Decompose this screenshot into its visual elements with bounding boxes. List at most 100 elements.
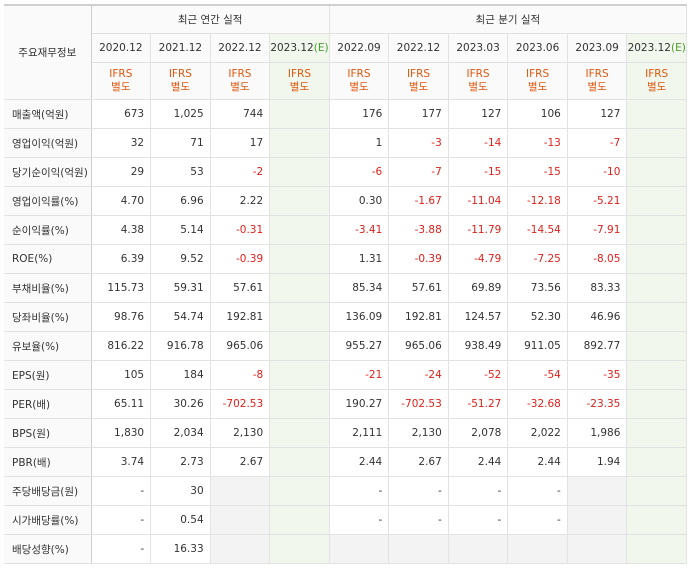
ifrs-bottom-text: 별도 — [230, 81, 250, 93]
ifrs-top-text: IFRS — [585, 68, 609, 80]
table-cell — [567, 505, 628, 535]
table-cell: 2,022 — [507, 418, 568, 448]
table-cell: -15 — [448, 157, 509, 187]
table-cell — [269, 331, 330, 361]
table-cell: 54.74 — [150, 302, 211, 332]
table-cell: 892.77 — [567, 331, 628, 361]
table-cell: - — [91, 476, 152, 506]
table-cell — [626, 418, 687, 448]
ifrs-label: IFRS 별도 — [388, 62, 449, 100]
table-row: PER(배) 65.11 30.26 -702.53 190.27 -702.53 -51.… — [4, 389, 687, 419]
table-cell — [626, 244, 687, 274]
table-cell — [269, 534, 330, 564]
table-cell — [626, 302, 687, 332]
table-cell — [269, 99, 330, 129]
table-cell: 916.78 — [150, 331, 211, 361]
table-row: EPS(원) 105 184 -8 -21 -24 -52 -54 -35 — [4, 360, 687, 390]
table-cell: 965.06 — [388, 331, 449, 361]
table-cell: -702.53 — [388, 389, 449, 419]
row-label: 영업이익(억원) — [4, 128, 92, 158]
table-cell: 1,025 — [150, 99, 211, 129]
table-cell — [328, 534, 390, 564]
table-cell: 2,130 — [388, 418, 449, 448]
table-cell: -14.54 — [507, 215, 568, 245]
table-cell: 106 — [507, 99, 568, 129]
ifrs-top-text: IFRS — [526, 68, 550, 80]
row-label: 유보율(%) — [4, 331, 92, 361]
period-label: 2023.12 — [627, 42, 671, 54]
table-cell: 83.33 — [567, 273, 628, 303]
table-cell: 127 — [448, 99, 509, 129]
period-header: 2022.09 — [328, 33, 390, 63]
table-cell: -7.91 — [567, 215, 628, 245]
row-header-label: 주요재무정보 — [4, 4, 92, 100]
row-label: BPS(원) — [4, 418, 92, 448]
table-cell: 176 — [328, 99, 390, 129]
table-cell: 32 — [91, 128, 152, 158]
table-cell: - — [448, 505, 509, 535]
table-cell: 6.96 — [150, 186, 211, 216]
table-row: 부채비율(%) 115.73 59.31 57.61 85.34 57.61 69.89 73… — [4, 273, 687, 303]
period-header: 2021.12 — [150, 33, 211, 63]
table-cell: 1,830 — [91, 418, 152, 448]
table-cell: 30.26 — [150, 389, 211, 419]
table-cell — [269, 476, 330, 506]
table-row: 유보율(%) 816.22 916.78 965.06 955.27 965.06 938.… — [4, 331, 687, 361]
table-cell — [269, 505, 330, 535]
row-label: 당기순이익(억원) — [4, 157, 92, 187]
table-cell: 0.30 — [328, 186, 390, 216]
table-cell: -2 — [210, 157, 271, 187]
table-cell — [210, 476, 271, 506]
ifrs-label: IFRS 별도 — [269, 62, 330, 100]
quarter-section-title: 최근 분기 실적 — [328, 4, 688, 34]
table-cell: - — [328, 476, 390, 506]
period-header: 2023.06 — [507, 33, 568, 63]
ifrs-label: IFRS 별도 — [507, 62, 568, 100]
table-cell — [626, 360, 687, 390]
table-cell: - — [507, 476, 568, 506]
table-cell — [269, 273, 330, 303]
table-cell: -51.27 — [448, 389, 509, 419]
table-cell: 955.27 — [328, 331, 390, 361]
table-cell — [269, 128, 330, 158]
table-cell: 17 — [210, 128, 271, 158]
table-cell: -11.79 — [448, 215, 509, 245]
table-cell: -12.18 — [507, 186, 568, 216]
table-row: 당좌비율(%) 98.76 54.74 192.81 136.09 192.81 124.5… — [4, 302, 687, 332]
table-cell: 192.81 — [210, 302, 271, 332]
period-label: 2023.12 — [270, 42, 314, 54]
table-cell — [626, 505, 687, 535]
table-cell: - — [507, 505, 568, 535]
table-cell: 71 — [150, 128, 211, 158]
table-cell: 2.67 — [210, 447, 271, 477]
period-header: 2022.12 — [210, 33, 271, 63]
table-cell: 52.30 — [507, 302, 568, 332]
table-cell: 4.70 — [91, 186, 152, 216]
row-label: 당좌비율(%) — [4, 302, 92, 332]
table-cell: -24 — [388, 360, 449, 390]
table-cell — [269, 360, 330, 390]
table-cell: 2,130 — [210, 418, 271, 448]
table-cell: 6.39 — [91, 244, 152, 274]
table-cell: 2.44 — [328, 447, 390, 477]
period-header: 2022.12 — [388, 33, 449, 63]
table-cell: - — [91, 505, 152, 535]
table-cell: 1.94 — [567, 447, 628, 477]
table-cell: 965.06 — [210, 331, 271, 361]
ifrs-top-text: IFRS — [228, 68, 252, 80]
table-cell: 98.76 — [91, 302, 152, 332]
table-cell — [626, 331, 687, 361]
row-label: PER(배) — [4, 389, 92, 419]
table-cell: 57.61 — [388, 273, 449, 303]
table-cell: - — [448, 476, 509, 506]
table-cell: -21 — [328, 360, 390, 390]
table-cell: 2,111 — [328, 418, 390, 448]
ifrs-top-text: IFRS — [287, 68, 311, 80]
table-cell: - — [328, 505, 390, 535]
table-cell: -13 — [507, 128, 568, 158]
table-cell: -7 — [388, 157, 449, 187]
table-cell: 4.38 — [91, 215, 152, 245]
table-cell — [626, 273, 687, 303]
table-row: BPS(원) 1,830 2,034 2,130 2,111 2,130 2,078 2,02… — [4, 418, 687, 448]
period-header: 2023.03 — [448, 33, 509, 63]
